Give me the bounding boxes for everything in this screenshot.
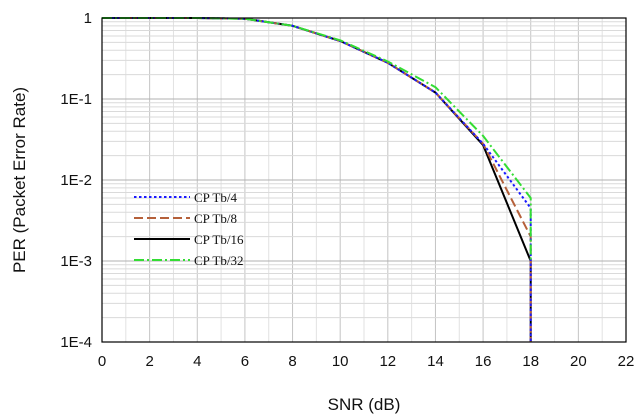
x-tick-label: 14	[427, 353, 444, 370]
y-tick-labels: 1 1E-1 1E-2 1E-3 1E-4	[60, 10, 92, 351]
legend: CP Tb/4 CP Tb/8 CP Tb/16 CP Tb/32	[134, 190, 244, 268]
legend-label: CP Tb/8	[194, 211, 237, 226]
x-tick-label: 16	[475, 353, 492, 370]
x-tick-label: 12	[379, 353, 396, 370]
series-line-1	[102, 17, 532, 342]
x-tick-label: 4	[193, 353, 201, 370]
x-tick-label: 10	[332, 353, 349, 370]
x-tick-label: 2	[145, 353, 153, 370]
x-tick-label: 6	[241, 353, 249, 370]
y-tick-label: 1E-1	[60, 91, 92, 108]
x-tick-label: 20	[570, 353, 587, 370]
legend-label: CP Tb/16	[194, 232, 244, 247]
plot-frame	[101, 17, 627, 343]
y-tick-label: 1E-3	[60, 253, 92, 270]
legend-label: CP Tb/4	[194, 190, 237, 205]
y-tick-label: 1	[84, 10, 92, 27]
x-tick-label: 8	[288, 353, 296, 370]
series-line-4	[102, 17, 532, 261]
x-tick-label: 18	[522, 353, 539, 370]
x-tick-label: 0	[98, 353, 106, 370]
x-tick-labels: 0 2 4 6 8 10 12 14 16 18 20 22	[98, 353, 634, 370]
y-tick-label: 1E-2	[60, 172, 92, 189]
y-axis-label: PER (Packet Error Rate)	[10, 87, 29, 273]
x-tick-label: 22	[618, 353, 634, 370]
x-axis-label: SNR (dB)	[328, 395, 401, 414]
y-tick-label: 1E-4	[60, 334, 92, 351]
legend-label: CP Tb/32	[194, 253, 244, 268]
